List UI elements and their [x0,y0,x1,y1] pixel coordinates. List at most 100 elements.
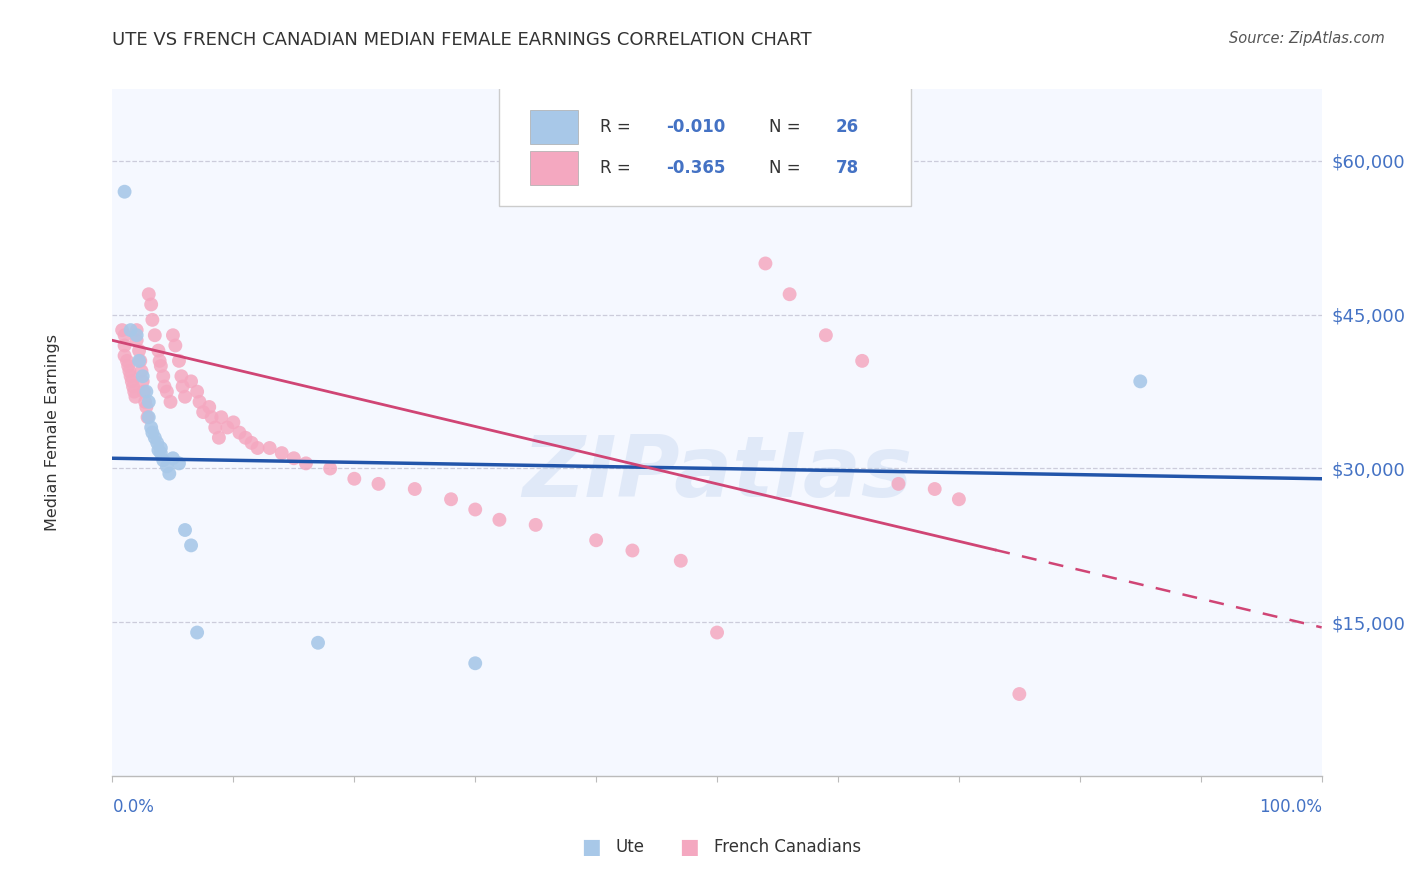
Point [851,354,873,368]
Text: 100.0%: 100.0% [1258,798,1322,816]
Point [240,435,263,450]
Point [167,354,190,368]
Point [125,323,148,337]
Point [742,185,765,199]
Point [165,338,187,352]
Point [186,384,208,399]
Point [138,410,160,425]
Point [138,395,160,409]
Text: ■: ■ [679,838,699,857]
Point [128,354,150,368]
Point [162,328,184,343]
Point [125,328,148,343]
Point [669,554,692,568]
Point [114,338,136,352]
Point [319,461,342,475]
Point [141,420,163,434]
Point [283,451,305,466]
Point [118,364,141,378]
Point [138,287,160,301]
Point [117,359,139,373]
Point [114,185,136,199]
Point [404,482,426,496]
Text: -0.010: -0.010 [666,118,725,136]
Point [174,390,197,404]
Point [174,523,197,537]
Point [162,451,184,466]
Point [156,384,179,399]
Point [156,459,179,474]
Point [170,369,193,384]
Text: Ute: Ute [616,838,645,856]
Point [141,297,163,311]
Text: R =: R = [600,118,636,136]
Point [148,443,170,458]
Text: N =: N = [769,118,806,136]
Point [111,323,134,337]
Point [132,384,155,399]
Point [120,323,142,337]
Point [217,420,239,434]
Point [159,395,181,409]
Point [115,354,138,368]
Text: French Canadians: French Canadians [714,838,862,856]
Bar [530,151,578,186]
Point [754,256,776,270]
Point [153,379,176,393]
Point [149,446,172,460]
Point [136,410,159,425]
Point [488,513,510,527]
Text: ZIPatlas: ZIPatlas [522,433,912,516]
Point [148,343,170,358]
Point [295,456,318,470]
Point [222,416,245,430]
Point [152,453,174,467]
Point [209,410,232,425]
Point [143,328,166,343]
Point [924,482,946,496]
Point [259,441,281,455]
Text: ■: ■ [581,838,600,857]
Point [1129,375,1152,389]
Point [143,431,166,445]
Point [149,441,172,455]
Point [135,400,157,414]
Point [132,375,155,389]
Point [585,533,607,548]
Point [149,354,172,368]
Point [141,313,163,327]
Text: UTE VS FRENCH CANADIAN MEDIAN FEMALE EARNINGS CORRELATION CHART: UTE VS FRENCH CANADIAN MEDIAN FEMALE EAR… [112,31,813,49]
Point [887,476,910,491]
Text: Source: ZipAtlas.com: Source: ZipAtlas.com [1229,31,1385,46]
Text: Median Female Earnings: Median Female Earnings [45,334,59,531]
Point [134,395,156,409]
Point [146,435,169,450]
Point [201,410,224,425]
Point [204,420,226,434]
Point [621,543,644,558]
Point [167,456,190,470]
Point [208,431,231,445]
Point [114,349,136,363]
Point [129,354,152,368]
Point [1008,687,1031,701]
Point [343,472,366,486]
Point [524,517,547,532]
Point [149,359,172,373]
Text: N =: N = [769,159,806,178]
Point [706,625,728,640]
Point [131,364,153,378]
Point [120,369,142,384]
Point [125,334,148,348]
Point [128,343,150,358]
Text: -0.365: -0.365 [666,159,725,178]
FancyBboxPatch shape [499,86,911,206]
Point [180,538,202,552]
Point [464,502,486,516]
Text: 26: 26 [835,118,859,136]
Point [228,425,250,440]
Point [135,384,157,399]
Point [152,369,174,384]
Point [246,441,269,455]
Point [132,369,155,384]
